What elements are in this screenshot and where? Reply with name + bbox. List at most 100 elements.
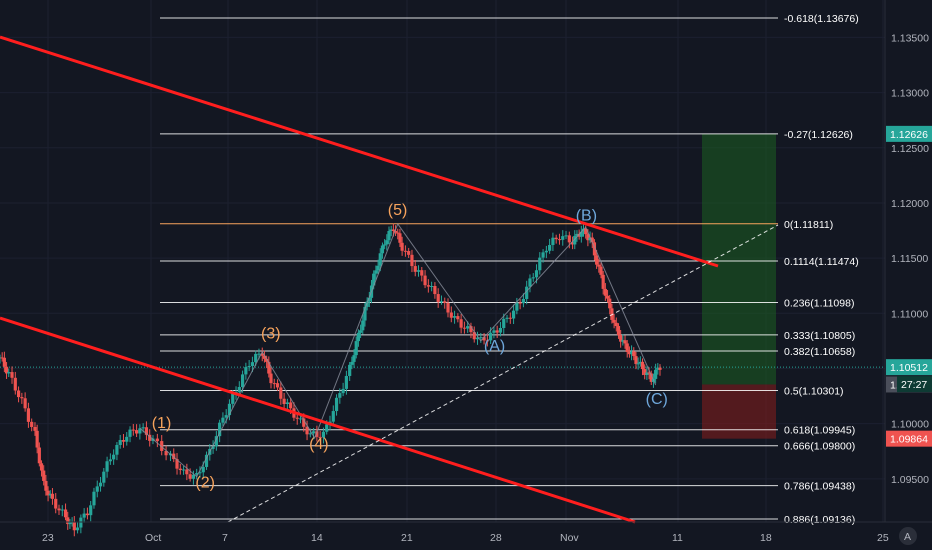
date-tick-label: 14 [311,532,323,544]
candle-body [275,383,280,388]
candle-body [201,466,205,473]
candle-body [567,235,571,243]
fib-label: 0.1114(1.11474) [784,256,859,268]
candle-body [70,522,74,524]
candle-body [485,340,489,342]
candle-body [541,252,545,258]
candle-body [647,372,651,374]
candle-body [643,369,647,375]
candle-body [164,450,168,456]
candle-body [350,361,354,365]
candle-body [363,306,367,321]
candle-body [356,332,361,342]
date-tick-label: 18 [760,532,772,544]
candle-body [198,472,202,474]
candle-body [376,265,380,271]
candle-body [348,364,352,376]
candle-body [305,426,309,435]
candle-body [269,373,273,384]
candle-body [267,361,271,374]
candle-body [548,245,552,251]
fib-label: 0.382(1.10658) [784,346,855,358]
candle-body [449,312,453,318]
candle-body [75,527,80,531]
candle-body [72,522,76,531]
candle-body [39,463,44,471]
candle-body [634,356,638,364]
candle-body [592,242,597,256]
candle-body [456,316,460,320]
candle-body [443,301,447,303]
candle-body [625,343,629,352]
candle-body [575,233,579,236]
candle-body [89,505,93,516]
wave-label: (3) [261,326,281,343]
candle-body [16,390,21,398]
candle-body [531,277,535,279]
candle-body [416,270,421,272]
date-tick-label: 21 [401,532,413,544]
fib-label: -0.618(1.13676) [784,13,859,25]
candle-body [0,357,4,359]
candle-body [372,273,376,286]
candle-body [250,362,255,367]
candle-body [378,253,382,266]
candle-body [380,245,385,254]
candle-body [396,232,400,234]
wave-label: (B) [576,208,597,225]
candle-body [557,239,562,241]
date-tick-label: 11 [672,532,683,544]
candle-body [561,236,565,240]
candle-body [98,482,103,487]
lower-trendline [0,316,636,524]
candle-body [479,337,483,339]
candle-body [528,278,532,287]
candle-body [48,493,52,496]
candle-body [658,367,662,370]
countdown-tag [897,376,932,393]
candle-body [525,286,529,299]
price-tick-label: 1.11500 [891,253,928,265]
candle-body [44,480,48,491]
candle-body [608,298,612,309]
date-tick-label: 7 [222,532,228,544]
candle-body [446,302,450,313]
candle-body [420,270,424,276]
fib-label: 0.886(1.09136) [784,514,855,526]
candle-body [13,377,17,391]
price-tick-label: 1.12000 [891,198,929,210]
candle-body [452,316,457,318]
candle-body [623,340,627,344]
candle-body [400,242,404,251]
fib-label: 0.618(1.09945) [784,425,855,437]
candle-body [224,415,228,418]
wave-label: (A) [484,338,505,355]
candle-body [614,322,618,327]
candle-body [601,274,605,289]
candle-body [358,330,363,333]
candle-body [160,441,164,451]
candle-body [181,469,186,471]
candle-body [144,427,149,435]
wave-label: (4) [309,436,329,453]
candle-body [612,319,616,323]
price-tick-label: 1.10000 [891,419,929,431]
candle-body [423,275,427,286]
candle-body [597,264,601,267]
candle-body [42,470,46,481]
candle-body [46,490,50,496]
candle-body [389,229,393,231]
candle-body [334,397,339,412]
candle-body [466,326,470,329]
candle-body [511,310,516,319]
candle-body [108,459,112,462]
candle-body [577,233,581,237]
candle-body [603,288,607,296]
price-tag-label: 1.12626 [890,129,928,141]
candle-body [172,453,176,460]
price-tag-label: 1.10512 [890,362,928,374]
candle-body [240,374,245,387]
